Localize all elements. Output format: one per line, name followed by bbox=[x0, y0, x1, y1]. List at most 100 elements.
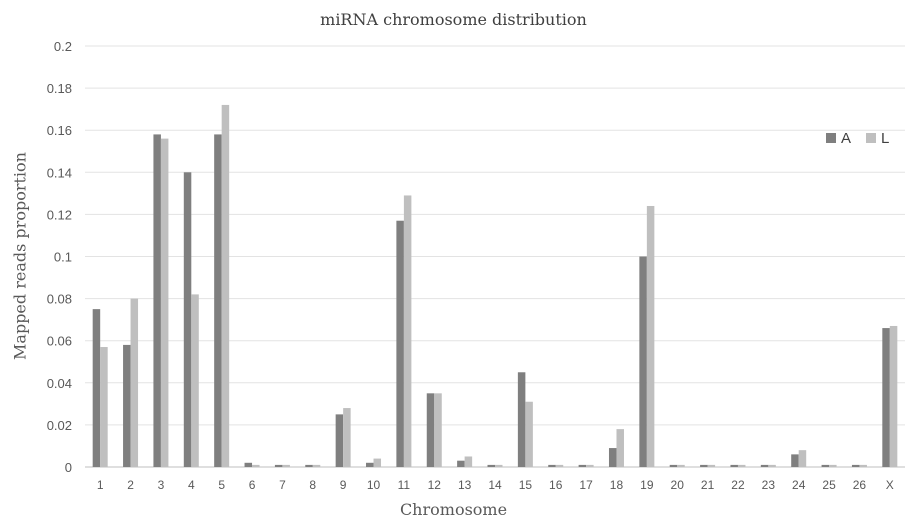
bar-A-1 bbox=[92, 309, 101, 467]
bar-A-11 bbox=[396, 220, 404, 467]
bar-A-9 bbox=[335, 414, 344, 467]
x-tick-label: 8 bbox=[309, 478, 316, 492]
bar-L-22 bbox=[737, 464, 746, 467]
bar-A-15 bbox=[517, 372, 526, 467]
bar-L-23 bbox=[768, 464, 776, 467]
x-tick-label: 15 bbox=[519, 478, 533, 492]
bar-A-7 bbox=[274, 464, 283, 467]
y-tick-label: 0.18 bbox=[47, 81, 72, 96]
x-tick-label: 23 bbox=[762, 478, 776, 492]
bar-A-5 bbox=[214, 134, 222, 467]
bar-A-18 bbox=[608, 448, 617, 467]
x-tick-label: 11 bbox=[398, 478, 411, 492]
x-tick-label: 16 bbox=[549, 478, 563, 492]
x-tick-label: 21 bbox=[701, 478, 715, 492]
x-tick-label: 20 bbox=[671, 478, 685, 492]
x-tick-label: 26 bbox=[853, 478, 867, 492]
bar-L-3 bbox=[160, 138, 169, 467]
bar-A-25 bbox=[821, 464, 830, 467]
bar-A-13 bbox=[457, 460, 465, 467]
x-tick-label: 4 bbox=[188, 478, 195, 492]
bar-A-X bbox=[882, 328, 890, 467]
y-tick-label: 0.12 bbox=[47, 207, 72, 222]
legend-label-A: A bbox=[841, 130, 851, 147]
x-tick-label: 5 bbox=[218, 478, 225, 492]
bar-A-20 bbox=[669, 464, 678, 467]
x-tick-label: 18 bbox=[610, 478, 624, 492]
bar-A-4 bbox=[183, 172, 192, 468]
bar-A-16 bbox=[548, 464, 556, 467]
bar-L-24 bbox=[798, 450, 807, 467]
y-tick-label: 0.16 bbox=[47, 123, 72, 138]
y-tick-label: 0.04 bbox=[47, 376, 72, 391]
y-tick-label: 0.02 bbox=[47, 418, 72, 433]
bar-L-26 bbox=[859, 464, 867, 467]
bar-A-8 bbox=[305, 464, 313, 467]
x-tick-label: 3 bbox=[158, 478, 165, 492]
bar-L-18 bbox=[616, 429, 624, 467]
bar-A-24 bbox=[791, 454, 799, 467]
bar-A-17 bbox=[578, 464, 587, 467]
bar-L-13 bbox=[464, 456, 473, 467]
x-tick-label: 6 bbox=[249, 478, 256, 492]
bar-L-7 bbox=[282, 464, 290, 467]
bar-A-10 bbox=[366, 462, 374, 467]
y-tick-label: 0 bbox=[65, 460, 72, 475]
bar-L-17 bbox=[586, 464, 594, 467]
bar-L-2 bbox=[130, 298, 139, 467]
bar-A-23 bbox=[760, 464, 769, 467]
x-tick-label: 14 bbox=[488, 478, 502, 492]
bar-A-26 bbox=[851, 464, 860, 467]
x-tick-label: 10 bbox=[367, 478, 381, 492]
bar-L-10 bbox=[373, 458, 382, 467]
x-tick-label: 1 bbox=[97, 478, 104, 492]
x-tick-label: 13 bbox=[458, 478, 472, 492]
bar-L-15 bbox=[525, 401, 533, 467]
legend-swatch-L bbox=[866, 133, 876, 143]
bar-L-9 bbox=[343, 408, 351, 467]
bar-A-2 bbox=[123, 344, 131, 467]
x-tick-label: 7 bbox=[279, 478, 286, 492]
x-tick-label: 12 bbox=[428, 478, 442, 492]
x-tick-label: 17 bbox=[579, 478, 593, 492]
bar-L-4 bbox=[191, 294, 199, 467]
chart-title: miRNA chromosome distribution bbox=[320, 10, 587, 29]
x-tick-label: X bbox=[886, 478, 894, 492]
bar-A-6 bbox=[244, 462, 253, 467]
x-tick-label: 22 bbox=[731, 478, 745, 492]
legend-swatch-A bbox=[826, 133, 836, 143]
x-tick-label: 2 bbox=[127, 478, 134, 492]
bar-L-21 bbox=[707, 464, 716, 467]
x-tick-label: 25 bbox=[822, 478, 836, 492]
bar-L-5 bbox=[221, 104, 230, 467]
x-tick-label: 19 bbox=[640, 478, 654, 492]
bar-L-16 bbox=[555, 464, 564, 467]
x-tick-label: 9 bbox=[340, 478, 347, 492]
y-tick-label: 0.06 bbox=[47, 334, 72, 349]
bar-L-20 bbox=[677, 464, 685, 467]
legend-label-L: L bbox=[881, 130, 889, 147]
bar-L-12 bbox=[434, 393, 442, 467]
bar-A-19 bbox=[639, 256, 647, 467]
x-tick-label: 24 bbox=[792, 478, 806, 492]
y-tick-label: 0.2 bbox=[54, 39, 72, 54]
x-axis-title: Chromosome bbox=[399, 500, 508, 519]
bar-A-21 bbox=[700, 464, 708, 467]
bar-L-19 bbox=[646, 205, 655, 468]
y-tick-label: 0.1 bbox=[54, 250, 72, 265]
bar-L-X bbox=[889, 325, 898, 467]
bar-L-6 bbox=[252, 464, 260, 467]
bar-L-8 bbox=[312, 464, 321, 467]
bar-L-25 bbox=[829, 464, 837, 467]
y-tick-label: 0.14 bbox=[47, 165, 72, 180]
bar-L-1 bbox=[100, 347, 108, 467]
bar-L-11 bbox=[403, 195, 412, 467]
bar-A-3 bbox=[153, 134, 161, 467]
y-tick-label: 0.08 bbox=[47, 292, 72, 307]
bar-L-14 bbox=[495, 464, 503, 467]
bar-A-14 bbox=[487, 464, 495, 467]
bar-A-12 bbox=[426, 393, 435, 467]
bar-A-22 bbox=[730, 464, 738, 467]
